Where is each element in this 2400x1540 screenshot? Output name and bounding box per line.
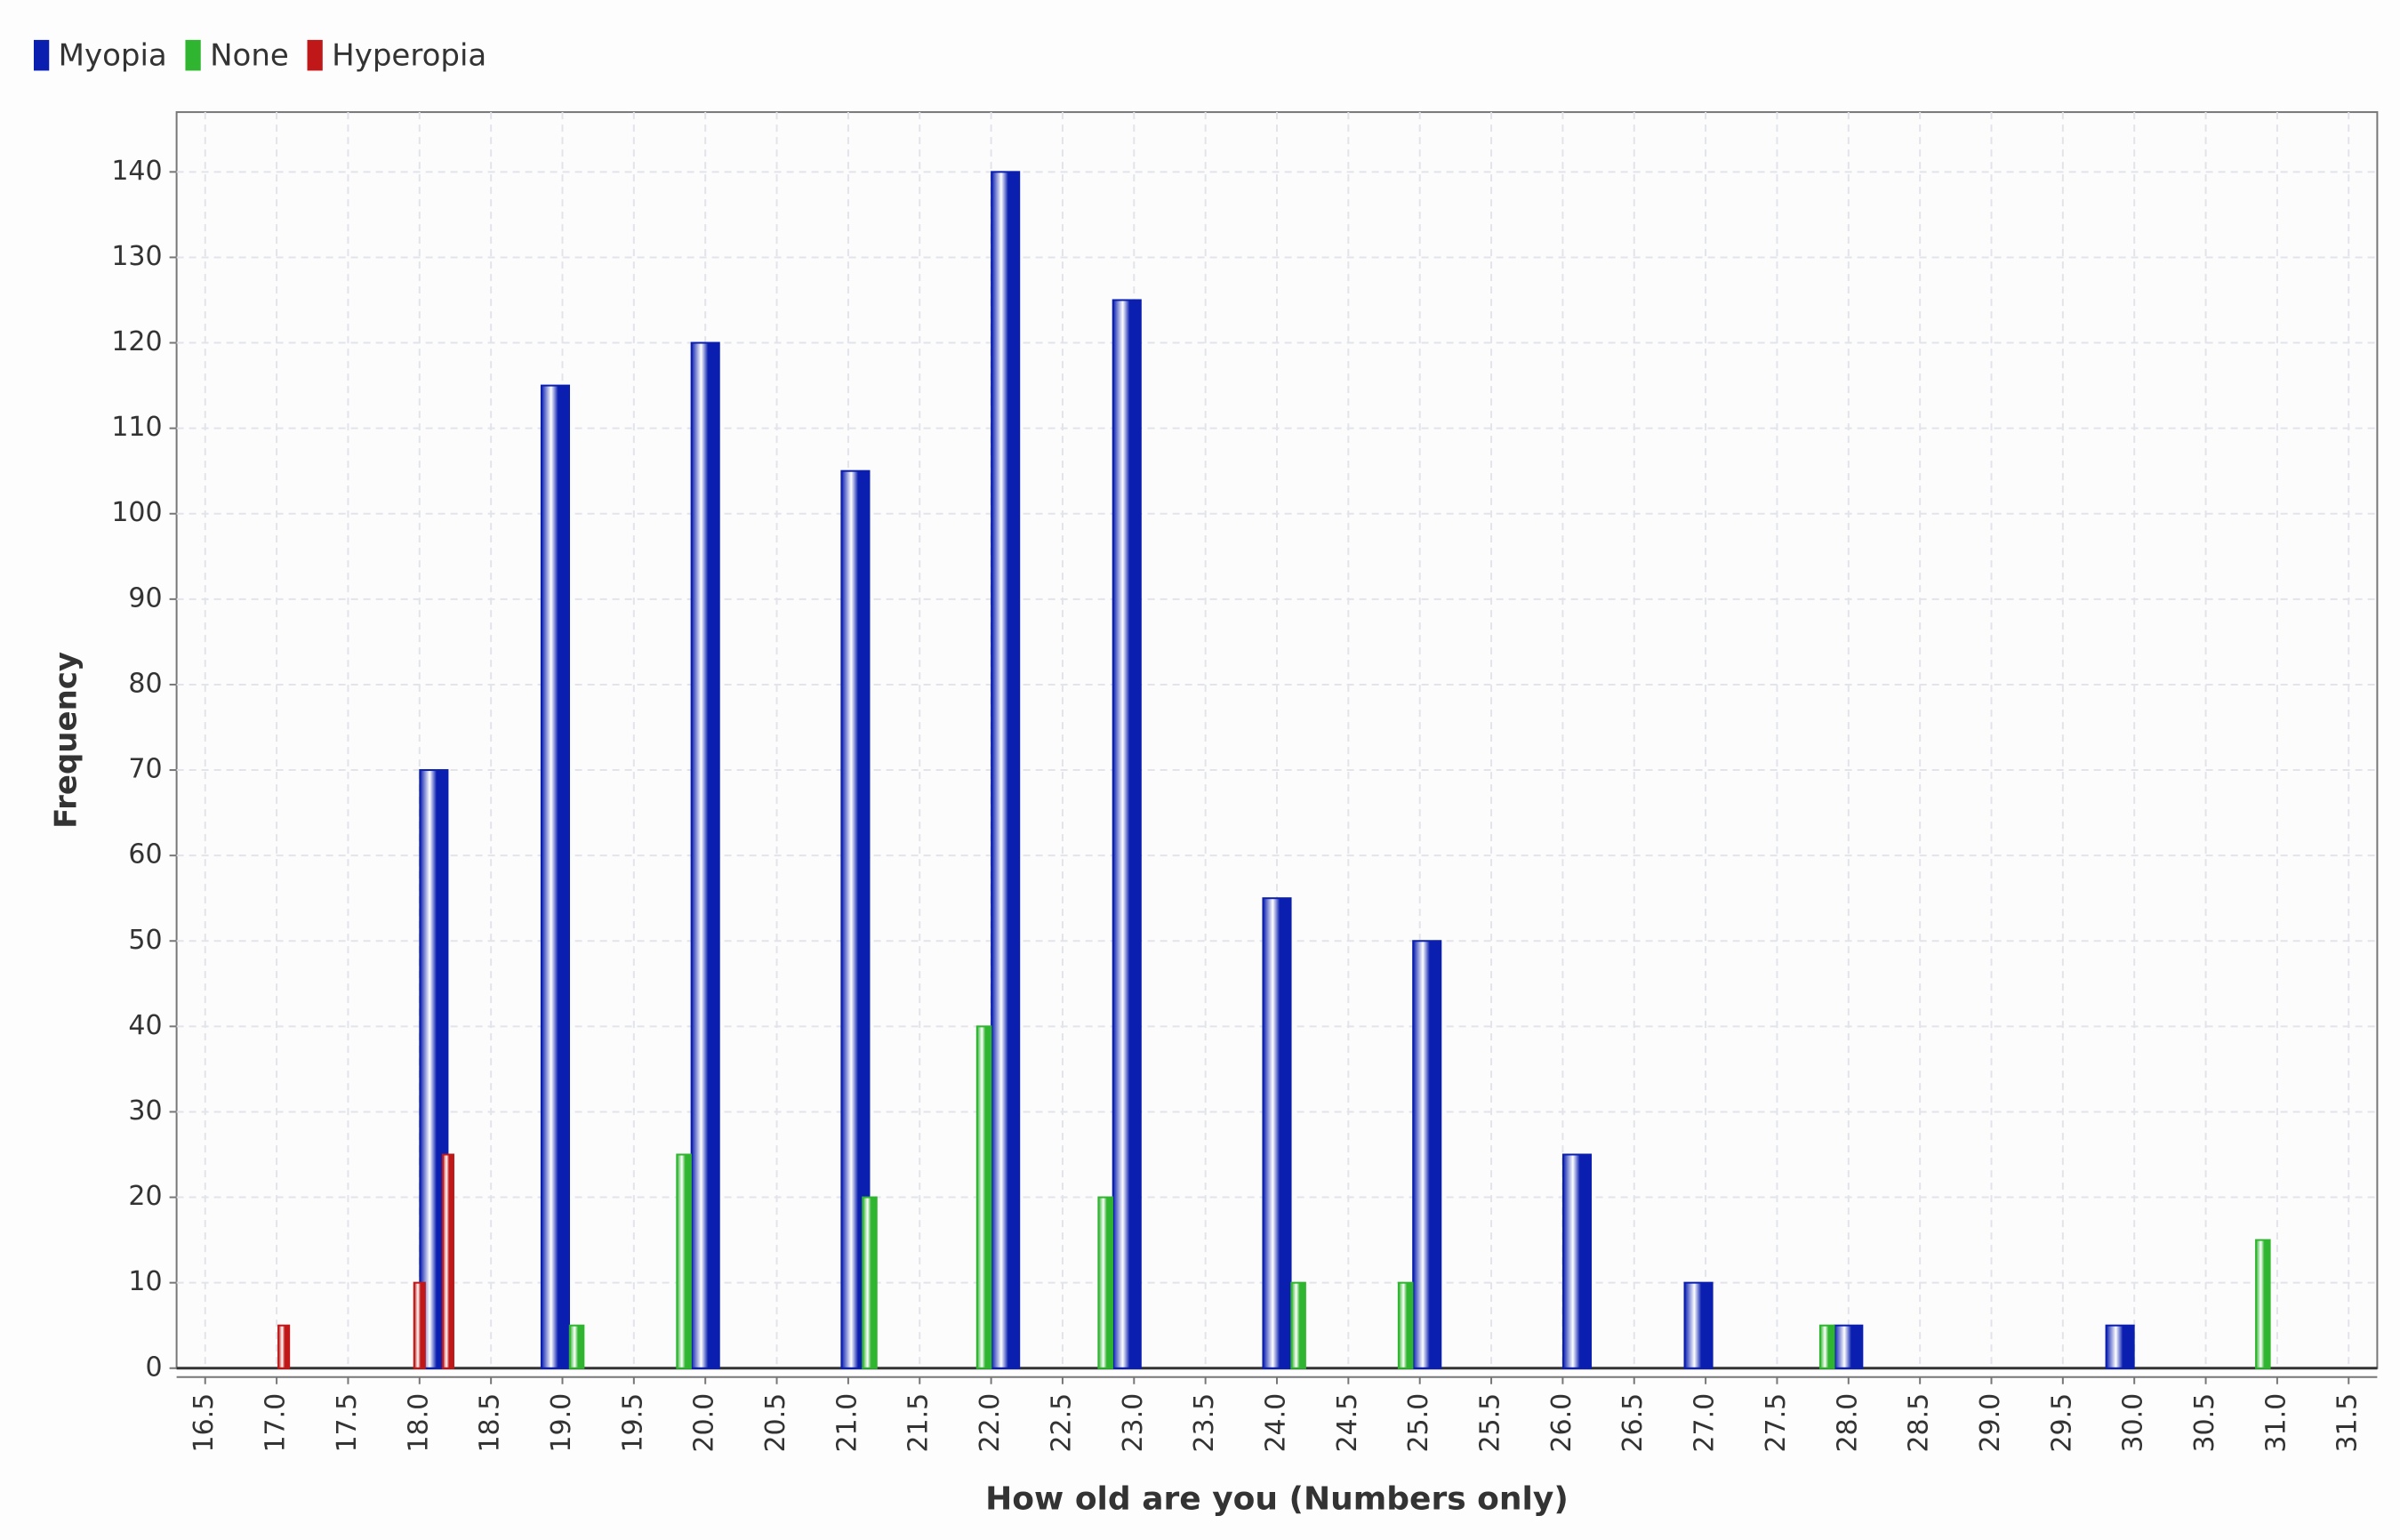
y-tick-label: 40 <box>128 1010 162 1041</box>
bar <box>690 341 720 1369</box>
x-tick-label: 27.0 <box>1690 1393 1721 1453</box>
y-tick-label: 130 <box>111 241 162 272</box>
y-tick-label: 0 <box>146 1352 163 1383</box>
x-tick-label: 21.0 <box>831 1393 863 1453</box>
bar <box>2255 1239 2271 1369</box>
x-tick-label: 28.0 <box>1832 1393 1863 1453</box>
x-tick-label: 22.5 <box>1046 1393 1077 1453</box>
x-tick-label: 30.5 <box>2189 1393 2220 1453</box>
x-tick-label: 27.5 <box>1761 1393 1792 1453</box>
y-tick-label: 20 <box>128 1181 162 1212</box>
bar <box>413 1281 426 1369</box>
x-tick-label: 24.0 <box>1261 1393 1292 1453</box>
x-tick-label: 25.5 <box>1475 1393 1506 1453</box>
x-tick-label: 20.5 <box>760 1393 791 1453</box>
bar <box>441 1153 454 1369</box>
x-tick-label: 22.0 <box>975 1393 1006 1453</box>
x-tick-label: 17.5 <box>332 1393 363 1453</box>
y-tick-label: 30 <box>128 1095 162 1127</box>
bar <box>676 1153 692 1369</box>
x-tick-label: 23.5 <box>1189 1393 1220 1453</box>
x-tick-label: 29.0 <box>1975 1393 2006 1453</box>
y-tick-label: 120 <box>111 326 162 357</box>
y-tick-label: 110 <box>111 412 162 443</box>
legend-label: Myopia <box>59 37 167 73</box>
y-tick-label: 10 <box>128 1266 162 1297</box>
bar <box>862 1196 878 1369</box>
x-tick-label: 26.5 <box>1617 1393 1649 1453</box>
x-tick-label: 25.0 <box>1403 1393 1434 1453</box>
bar <box>277 1324 291 1369</box>
x-tick-label: 19.0 <box>546 1393 577 1453</box>
bar <box>1097 1196 1113 1369</box>
legend-label: Hyperopia <box>332 37 486 73</box>
x-tick-label: 18.5 <box>475 1393 506 1453</box>
legend-swatch <box>307 39 323 71</box>
x-tick-label: 23.0 <box>1118 1393 1149 1453</box>
y-tick-label: 90 <box>128 582 162 614</box>
x-tick-label: 29.5 <box>2046 1393 2077 1453</box>
y-tick-label: 60 <box>128 839 162 870</box>
bar <box>1112 299 1142 1369</box>
legend-swatch <box>185 39 201 71</box>
x-tick-label: 16.5 <box>189 1393 220 1453</box>
bar <box>1262 897 1292 1369</box>
bar <box>1834 1324 1864 1369</box>
y-axis-title: Frequency <box>48 652 84 829</box>
x-tick-label: 26.0 <box>1546 1393 1577 1453</box>
y-tick-label: 50 <box>128 925 162 956</box>
bar <box>1683 1281 1714 1369</box>
bar <box>2105 1324 2135 1369</box>
x-tick-label: 31.0 <box>2260 1393 2292 1453</box>
bar <box>975 1025 992 1369</box>
bar <box>1412 940 1442 1369</box>
y-tick-label: 140 <box>111 156 162 187</box>
y-tick-label: 80 <box>128 668 162 699</box>
x-axis-title: How old are you (Numbers only) <box>985 1480 1569 1517</box>
x-tick-label: 24.5 <box>1332 1393 1363 1453</box>
legend-label: None <box>210 37 289 73</box>
bar <box>1561 1153 1593 1369</box>
x-tick-label: 19.5 <box>617 1393 648 1453</box>
bar <box>540 384 571 1369</box>
bar <box>1290 1281 1306 1369</box>
bar <box>991 171 1021 1369</box>
bar <box>568 1324 585 1369</box>
x-tick-label: 31.5 <box>2332 1393 2364 1453</box>
y-tick-label: 70 <box>128 754 162 785</box>
x-tick-label: 20.0 <box>689 1393 720 1453</box>
x-tick-label: 21.5 <box>903 1393 935 1453</box>
legend-swatch <box>33 39 50 71</box>
x-tick-label: 18.0 <box>403 1393 434 1453</box>
y-tick-label: 100 <box>111 497 162 528</box>
x-tick-label: 17.0 <box>261 1393 292 1453</box>
bar <box>1818 1324 1835 1369</box>
x-tick-label: 28.5 <box>1904 1393 1935 1453</box>
x-tick-label: 30.0 <box>2118 1393 2149 1453</box>
bar <box>1397 1281 1414 1369</box>
